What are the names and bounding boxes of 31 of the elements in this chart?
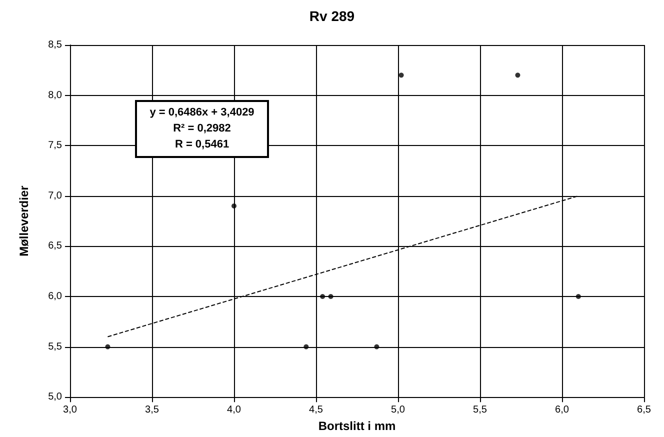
point	[398, 72, 404, 78]
chart-title: Rv 289	[309, 8, 355, 24]
annotation: y = 0,6486x + 3,4029	[150, 106, 254, 118]
point	[320, 294, 326, 299]
x-tick-label: 3,0	[63, 404, 78, 416]
x-tick-label: 6,0	[555, 404, 570, 416]
x-tick-label: 4,0	[227, 404, 242, 416]
point	[576, 294, 581, 299]
y-tick-label: 5,0	[48, 392, 62, 403]
annotation: R² = 0,2982	[173, 122, 231, 134]
y-tick-label: 6,5	[48, 240, 62, 252]
x-tick-label: 4,5	[309, 404, 324, 416]
x-tick-label: 3,5	[145, 404, 160, 416]
y-tick-label: 7,0	[48, 190, 62, 202]
point	[374, 344, 380, 350]
point	[515, 72, 520, 78]
annotation: R = 0,5461	[174, 138, 230, 150]
y-tick-label: 8,0	[48, 90, 62, 101]
point	[105, 344, 110, 350]
y-tick-label: 5,5	[48, 341, 62, 352]
x-tick-label: 5,5	[473, 404, 488, 416]
point	[328, 294, 334, 299]
y-tick-label: 7,5	[48, 140, 62, 152]
x-tick-label: 6,5	[637, 404, 652, 416]
x-tick-label: 5,0	[391, 404, 406, 416]
y-tick-label: 6,0	[48, 291, 62, 302]
y-axis-title: Mølleverdier	[17, 185, 31, 256]
point	[232, 203, 236, 208]
x-axis-title: Bortslitt i mm	[318, 419, 396, 433]
point	[304, 344, 309, 350]
y-tick-label: 8,5	[48, 40, 62, 50]
